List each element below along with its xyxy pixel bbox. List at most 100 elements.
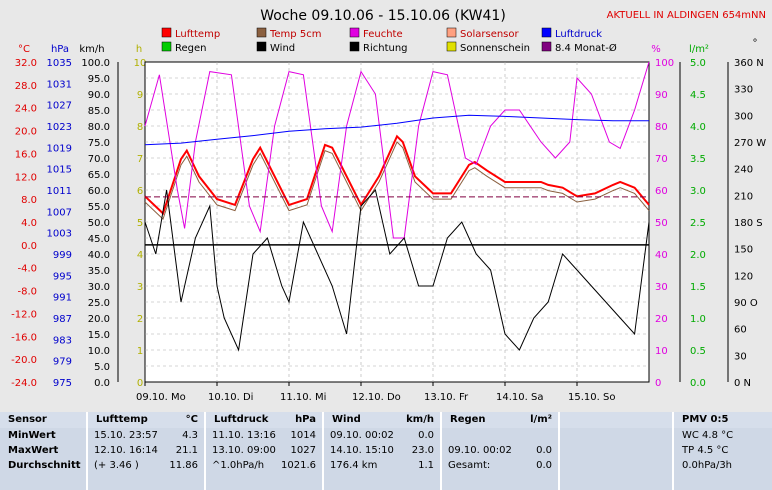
kmh-tick-label: 85.0	[88, 106, 110, 117]
hpa-tick-label: 1031	[47, 79, 72, 90]
stats-col-pmv: PMV 0:5 WC 4.8 °C TP 4.5 °C 0.0hPa/3h	[674, 412, 772, 490]
deg-tick-label: 90 O	[734, 298, 758, 309]
kmh-tick-label: 95.0	[88, 74, 110, 85]
temp-tick-label: 32.0	[15, 58, 37, 69]
temp-tick-label: -4.0	[17, 264, 37, 275]
stats-pmv-row: WC 4.8 °C	[682, 430, 734, 441]
series-line-luftdruck	[144, 114, 649, 146]
stats-regen-unit: l/m²	[530, 414, 552, 425]
legend-label: Feuchte	[363, 29, 403, 40]
table-row: 12.10. 16:14 21.1	[88, 443, 204, 458]
rain-tick-label: 0.5	[690, 346, 706, 357]
h-tick-label: 5	[137, 218, 143, 229]
x-axis-ticks: 09.10. Mo 10.10. Di 11.10. Mi 12.10. Do 13.1…	[136, 382, 615, 403]
axis-unit-pct: %	[651, 44, 661, 55]
stats-col-sensor: Sensor MinWert MaxWert Durchschnitt	[0, 412, 86, 490]
stats-cell: 11.86	[169, 460, 198, 471]
axis-unit-h: h	[136, 44, 142, 55]
h-tick-label: 10	[134, 58, 147, 69]
table-row: Gesamt: 0.0	[442, 458, 558, 473]
deg-tick-label: 240	[734, 165, 753, 176]
kmh-tick-label: 55.0	[88, 202, 110, 213]
legend-swatch	[541, 27, 552, 38]
kmh-tick-label: 75.0	[88, 138, 110, 149]
chart-title: Woche 09.10.06 - 15.10.06 (KW41)	[260, 8, 506, 24]
series-line-lufttemp	[144, 134, 650, 216]
kmh-tick-label: 70.0	[88, 154, 110, 165]
x-tick-label: 10.10. Di	[208, 392, 253, 403]
hpa-tick-label: 983	[53, 335, 72, 346]
x-tick-label: 13.10. Fr	[424, 392, 469, 403]
legend-swatch	[349, 27, 360, 38]
legend-label: Wind	[270, 43, 295, 54]
rain-tick-label: 1.0	[690, 314, 706, 325]
kmh-tick-label: 30.0	[88, 282, 110, 293]
hpa-tick-label: 995	[53, 271, 72, 282]
stats-row-label: MinWert	[8, 430, 56, 441]
pct-tick-label: 100	[655, 58, 674, 69]
hpa-tick-label: 1011	[47, 186, 72, 197]
legend-swatch	[446, 27, 457, 38]
legend-swatch	[161, 27, 172, 38]
stats-col-empty	[560, 412, 672, 490]
legend-label: Sonnenschein	[460, 43, 530, 54]
table-row: ^1.0hPa/h 1021.6	[206, 458, 322, 473]
hpa-tick-label: 987	[53, 314, 72, 325]
rain-tick-label: 2.0	[690, 250, 706, 261]
x-tick-label: 11.10. Mi	[280, 392, 326, 403]
stats-cell: 09.10. 00:02	[330, 430, 394, 441]
series-line-feuchte	[144, 61, 650, 239]
stats-cell: 12.10. 16:14	[94, 445, 158, 456]
rain-tick-label: 1.5	[690, 282, 706, 293]
hpa-tick-label: 1023	[47, 122, 72, 133]
pct-tick-label: 40	[655, 250, 668, 261]
deg-tick-label: 360 N	[734, 58, 764, 69]
stats-cell: 1014	[290, 430, 316, 441]
stats-cell: (+ 3.46 )	[94, 460, 139, 471]
stats-wind-unit: km/h	[406, 414, 434, 425]
h-tick-label: 8	[137, 122, 143, 133]
table-row: 09.10. 00:02 0.0	[442, 443, 558, 458]
pct-tick-label: 70	[655, 154, 668, 165]
h-tick-label: 2	[137, 314, 143, 325]
deg-tick-label: 150	[734, 245, 753, 256]
stats-cell: 0.0	[418, 430, 434, 441]
stats-lufttemp-header: Lufttemp	[96, 414, 148, 425]
stats-cell: 1027	[290, 445, 316, 456]
stats-cell: 4.3	[182, 430, 198, 441]
kmh-tick-label: 100.0	[81, 58, 110, 69]
rain-tick-label: 4.0	[690, 122, 706, 133]
stats-cell: 176.4 km	[330, 460, 378, 471]
axis-unit-deg: °	[753, 38, 758, 49]
legend-swatch	[349, 41, 360, 52]
x-tick-label: 12.10. Do	[352, 392, 401, 403]
stats-pmv-row: 0.0hPa/3h	[682, 460, 733, 471]
deg-tick-label: 60	[734, 325, 747, 336]
stats-cell: 11.10. 13:16	[212, 430, 276, 441]
stats-luftdruck-unit: hPa	[295, 414, 316, 425]
hpa-tick-label: 975	[53, 378, 72, 389]
table-row: 176.4 km 1.1	[324, 458, 440, 473]
stats-pmv-row: TP 4.5 °C	[682, 445, 729, 456]
deg-tick-label: 210	[734, 191, 753, 202]
legend-swatch	[256, 27, 267, 38]
legend-label: Luftdruck	[555, 29, 602, 40]
stats-pmv-header: PMV 0:5	[674, 412, 772, 428]
hpa-tick-label: 979	[53, 357, 72, 368]
weather-chart: Woche 09.10.06 - 15.10.06 (KW41) AKTUELL…	[11, 8, 767, 403]
axis-unit-kmh: km/h	[79, 44, 104, 55]
rain-tick-label: 2.5	[690, 218, 706, 229]
deg-tick-label: 330	[734, 85, 753, 96]
hpa-tick-label: 1003	[47, 229, 72, 240]
axis-unit-hpa: hPa	[51, 44, 69, 55]
stats-cell: 1.1	[418, 460, 434, 471]
kmh-tick-label: 65.0	[88, 170, 110, 181]
stats-lufttemp-unit: °C	[185, 414, 198, 425]
axis-unit-temp: °C	[18, 44, 30, 55]
hpa-tick-label: 1035	[47, 58, 72, 69]
legend-label: Richtung	[363, 43, 408, 54]
h-tick-label: 7	[137, 154, 143, 165]
kmh-tick-label: 60.0	[88, 186, 110, 197]
stats-regen-header: Regen	[450, 414, 486, 425]
